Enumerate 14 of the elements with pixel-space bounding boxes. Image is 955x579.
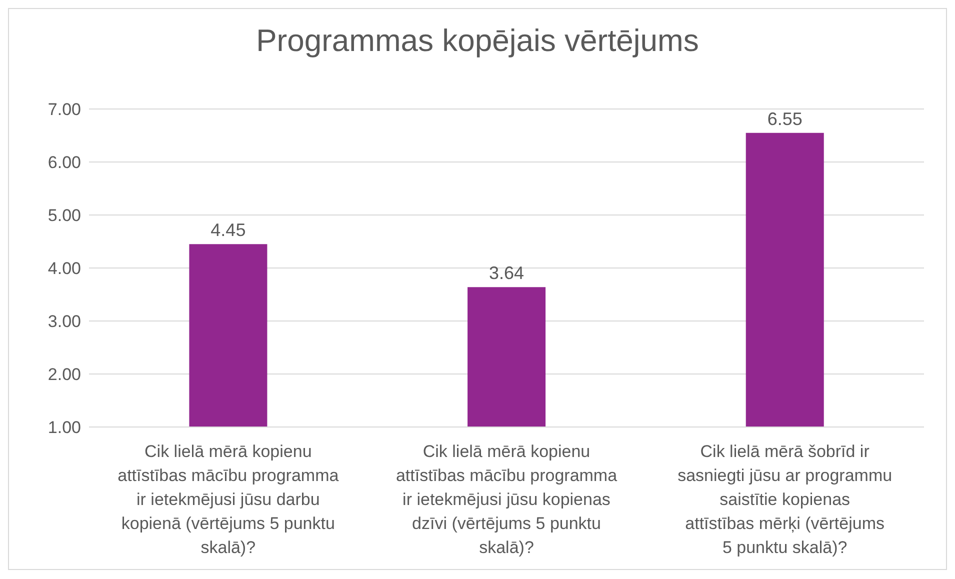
x-tick-label: Cik lielā mērā šobrīd ir sasniegti jūsu ar programmu saistītie kopienas attīstības mērķi (vērtējums 5 punktu skalā)?: [678, 442, 892, 557]
y-tick-label: 2.00: [48, 365, 81, 384]
data-label: 6.55: [767, 108, 802, 129]
y-tick-label: 6.00: [48, 153, 81, 172]
x-tick-label: Cik lielā mērā kopienu attīstības mācību programma ir ietekmējusi jūsu kopienas dzīvi (vērtējums 5 punktu skalā)?: [396, 442, 618, 557]
y-tick-label: 4.00: [48, 259, 81, 278]
chart-title: Programmas kopējais vērtējums: [255, 22, 700, 60]
data-label: 4.45: [210, 220, 246, 240]
y-tick-label: 3.00: [48, 312, 81, 332]
y-tick-label: 5.00: [48, 206, 81, 226]
y-tick-label: 7.00: [48, 100, 81, 120]
data-label: 3.64: [489, 263, 524, 284]
x-tick-label: Cik lielā mērā kopienu attīstības mācību programma ir ietekmējusi jūsu darbu kopienā (vērtējums 5 punktu skalā)?: [118, 442, 340, 557]
y-tick-label: 1.00: [48, 418, 81, 438]
